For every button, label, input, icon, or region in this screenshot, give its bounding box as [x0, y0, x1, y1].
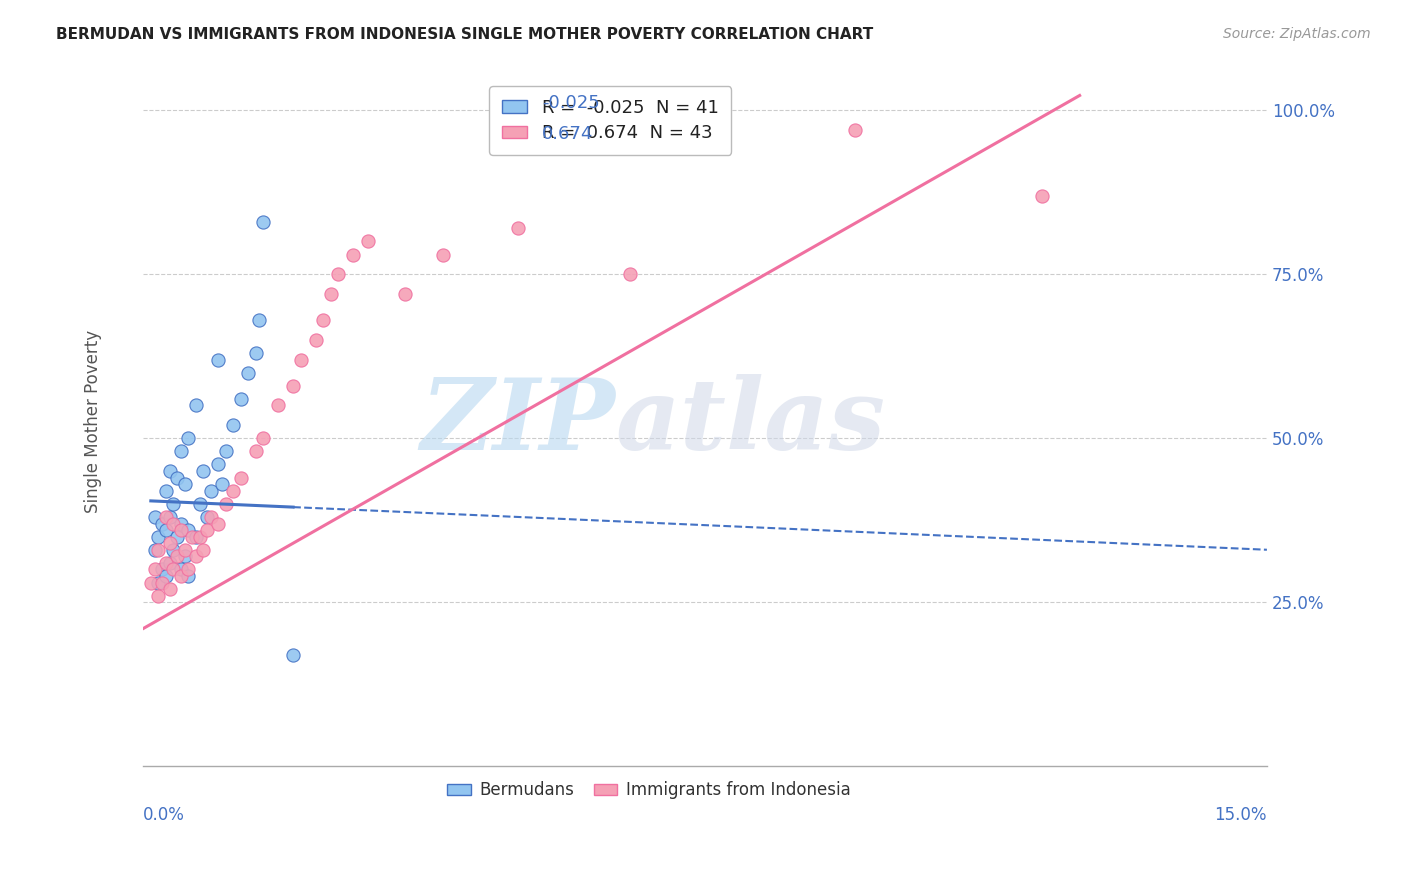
Point — [215, 497, 238, 511]
Point — [162, 562, 184, 576]
Point — [229, 470, 252, 484]
Point — [148, 575, 170, 590]
Point — [238, 366, 260, 380]
Point — [162, 497, 184, 511]
Point — [148, 542, 170, 557]
Point — [150, 562, 173, 576]
Point — [148, 530, 170, 544]
Point — [222, 418, 245, 433]
Point — [150, 575, 173, 590]
Point — [207, 516, 229, 531]
Point — [326, 267, 349, 281]
Point — [193, 542, 215, 557]
Point — [170, 523, 193, 537]
Point — [170, 516, 193, 531]
Point — [290, 352, 312, 367]
Point — [207, 352, 229, 367]
Point — [181, 530, 204, 544]
Text: BERMUDAN VS IMMIGRANTS FROM INDONESIA SINGLE MOTHER POVERTY CORRELATION CHART: BERMUDAN VS IMMIGRANTS FROM INDONESIA SI… — [56, 27, 873, 42]
Point — [319, 287, 342, 301]
Text: atlas: atlas — [616, 374, 886, 470]
Point — [170, 562, 193, 576]
Point — [139, 575, 162, 590]
Text: ZIP: ZIP — [420, 374, 616, 470]
Point — [252, 215, 274, 229]
Point — [342, 247, 364, 261]
Point — [177, 562, 200, 576]
Point — [252, 431, 274, 445]
Point — [159, 536, 181, 550]
Point — [150, 516, 173, 531]
Point — [166, 530, 188, 544]
Point — [173, 549, 195, 564]
Point — [432, 247, 454, 261]
Point — [267, 399, 290, 413]
Point — [200, 483, 222, 498]
Point — [159, 556, 181, 570]
Point — [229, 392, 252, 406]
Point — [249, 313, 271, 327]
Point — [195, 523, 218, 537]
Point — [1031, 188, 1053, 202]
Point — [155, 510, 177, 524]
Point — [166, 470, 188, 484]
Point — [155, 483, 177, 498]
Point — [312, 313, 335, 327]
Text: Single Mother Poverty: Single Mother Poverty — [84, 330, 101, 514]
Point — [155, 523, 177, 537]
Point — [173, 542, 195, 557]
Point — [170, 569, 193, 583]
Point — [281, 648, 304, 662]
Point — [506, 221, 529, 235]
Point — [245, 444, 267, 458]
Point — [245, 346, 267, 360]
Point — [844, 123, 866, 137]
Point — [143, 542, 166, 557]
Point — [173, 477, 195, 491]
Point — [155, 556, 177, 570]
Point — [207, 458, 229, 472]
Point — [177, 431, 200, 445]
Point — [162, 516, 184, 531]
Point — [159, 582, 181, 596]
Point — [170, 444, 193, 458]
Point — [394, 287, 416, 301]
Point — [619, 267, 641, 281]
Point — [143, 562, 166, 576]
Point — [193, 464, 215, 478]
Point — [143, 510, 166, 524]
Text: Source: ZipAtlas.com: Source: ZipAtlas.com — [1223, 27, 1371, 41]
Point — [184, 530, 207, 544]
Point — [162, 542, 184, 557]
Point — [211, 477, 233, 491]
Point — [304, 333, 326, 347]
Point — [177, 569, 200, 583]
Point — [357, 235, 380, 249]
Point — [159, 510, 181, 524]
Point — [148, 589, 170, 603]
Point — [166, 549, 188, 564]
Point — [200, 510, 222, 524]
Point — [155, 569, 177, 583]
Point — [195, 510, 218, 524]
Point — [177, 523, 200, 537]
Point — [188, 497, 211, 511]
Point — [184, 549, 207, 564]
Point — [215, 444, 238, 458]
Point — [281, 378, 304, 392]
Text: 15.0%: 15.0% — [1215, 805, 1267, 823]
Point — [184, 399, 207, 413]
Text: 0.0%: 0.0% — [143, 805, 186, 823]
Text: -0.025: -0.025 — [543, 95, 600, 112]
Point — [188, 530, 211, 544]
Legend: Bermudans, Immigrants from Indonesia: Bermudans, Immigrants from Indonesia — [441, 775, 858, 806]
Point — [159, 464, 181, 478]
Point — [222, 483, 245, 498]
Text: 0.674: 0.674 — [543, 126, 593, 144]
